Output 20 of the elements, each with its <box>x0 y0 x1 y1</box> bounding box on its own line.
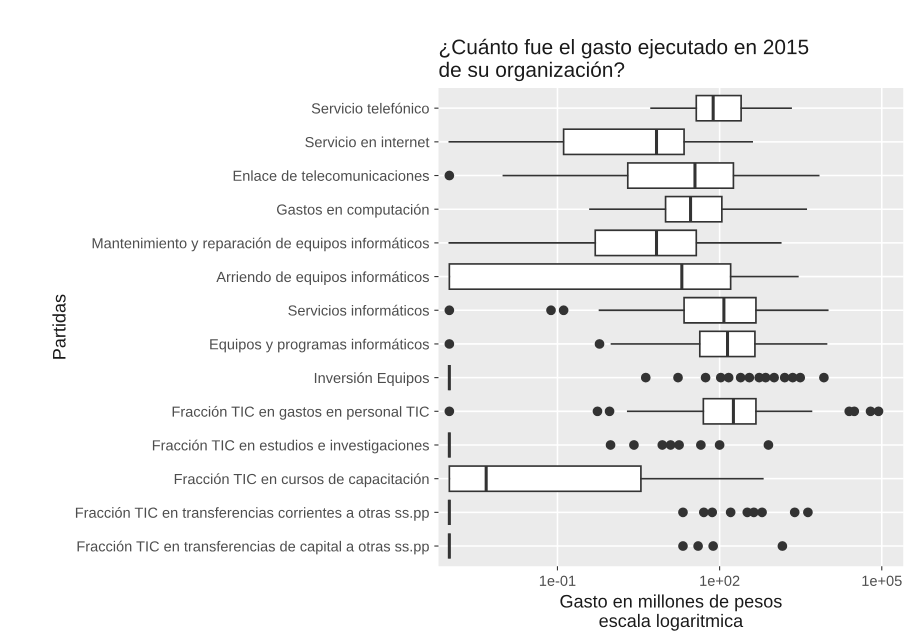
y-tick-label: Inversión Equipos <box>314 372 429 386</box>
y-tick-label: Arriendo de equipos informáticos <box>216 271 429 285</box>
y-tick-label: Fracción TIC en estudios e investigaciones <box>152 440 429 454</box>
x-tick-label: 1e-01 <box>540 576 576 586</box>
y-tick-label: Fracción TIC en gastos en personal TIC <box>172 406 429 420</box>
chart-title: ¿Cuánto fue el gasto ejecutado en 2015 de su organización? <box>439 38 808 82</box>
y-tick-label: Enlace de telecomunicaciones <box>234 170 429 181</box>
y-tick-label: Equipos y programas informáticos <box>210 338 429 352</box>
y-tick-label: Servicios informáticos <box>288 304 429 316</box>
x-tick-label: 1e+02 <box>700 576 740 586</box>
x-axis-title: Gasto en millones de pesos escala logaritmica <box>560 594 782 631</box>
y-tick-label: Fracción TIC en cursos de capacitación <box>174 473 429 488</box>
y-tick-label: Mantenimiento y reparación de equipos informáticos <box>92 238 429 252</box>
y-tick-label: Gastos en computación <box>277 204 429 218</box>
y-axis-title: Partidas <box>52 294 66 359</box>
x-tick-label: 1e+05 <box>862 576 902 586</box>
y-tick-label: Fracción TIC en transferencias de capital a otras ss.pp <box>78 540 429 554</box>
y-tick-label: Servicio en internet <box>305 136 430 148</box>
y-tick-label: Servicio telefónico <box>312 102 429 114</box>
y-tick-label: Fracción TIC en transferencias corrientes a otras ss.pp <box>76 506 429 521</box>
